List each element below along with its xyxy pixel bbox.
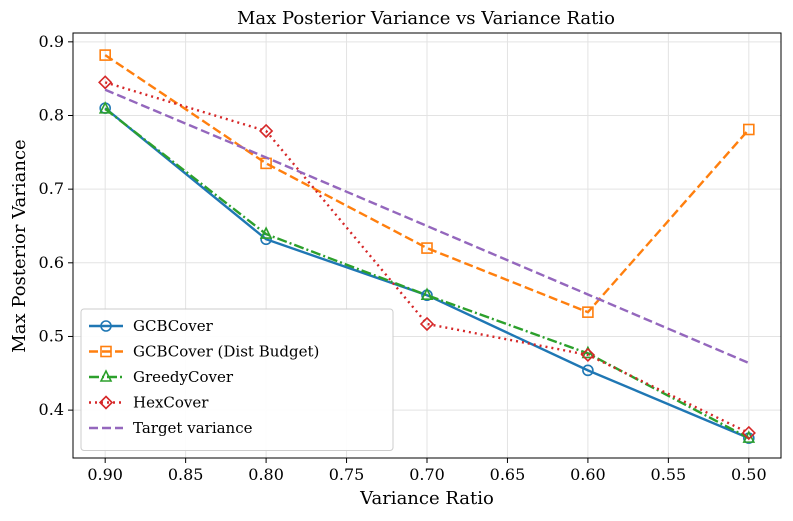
legend-label: Target variance — [133, 419, 253, 437]
legend-entry: Target variance — [89, 419, 253, 437]
legend-label: HexCover — [133, 394, 209, 412]
legend: GCBCover GCBCover (Dist Budget) GreedyCove… — [80, 308, 394, 451]
data-point-circle — [100, 320, 112, 332]
y-axis-label: Max Posterior Variance — [9, 139, 30, 352]
legend-label: GCBCover — [133, 317, 214, 335]
x-tick-label: 0.50 — [731, 465, 767, 484]
data-point-square — [743, 123, 755, 136]
data-point-square — [421, 242, 433, 254]
y-tick-label: 0.4 — [39, 400, 64, 419]
data-point-square — [582, 306, 594, 318]
x-tick-label: 0.65 — [490, 465, 526, 484]
data-point-diamond — [580, 347, 596, 363]
series-hexcover — [98, 75, 756, 441]
legend-entry: GreedyCover — [89, 368, 234, 386]
x-tick-label: 0.80 — [248, 465, 284, 484]
y-tick-label: 0.7 — [39, 179, 64, 198]
legend-entry: GCBCover (Dist Budget) — [89, 343, 319, 361]
x-tick-label: 0.75 — [329, 465, 365, 484]
x-axis-label: Variance Ratio — [359, 488, 494, 509]
x-tick-label: 0.60 — [570, 465, 606, 484]
legend-label: GreedyCover — [133, 368, 234, 386]
data-point-triangle — [259, 226, 273, 239]
y-tick-label: 0.9 — [39, 32, 64, 51]
data-point-diamond — [741, 425, 756, 441]
legend-box — [80, 308, 394, 451]
data-point-diamond — [98, 395, 114, 410]
x-tick-label: 0.55 — [651, 465, 687, 484]
series-line — [104, 54, 750, 314]
y-tick-label: 0.5 — [39, 326, 64, 345]
data-point-triangle — [99, 369, 113, 382]
x-tick-label: 0.85 — [168, 465, 204, 484]
series-layer — [98, 49, 756, 444]
x-tick-label: 0.70 — [409, 465, 445, 484]
data-point-triangle — [98, 101, 112, 114]
series-gcbcover-dist-budget — [99, 49, 755, 318]
chart-title: Max Posterior Variance vs Variance Ratio — [237, 8, 615, 29]
x-tick-label: 0.90 — [87, 465, 123, 484]
data-point-square — [100, 345, 112, 358]
y-tick-label: 0.6 — [39, 253, 64, 272]
legend-entry: GCBCover — [89, 317, 214, 335]
data-point-diamond — [419, 316, 435, 332]
data-point-diamond — [258, 123, 274, 139]
series-line — [104, 81, 750, 435]
data-point-circle — [582, 364, 594, 377]
data-point-triangle — [420, 287, 434, 301]
ticks: 0.90 0.85 0.80 0.75 0.70 0.65 0.60 0.55 0.50 0.4 0… — [39, 32, 767, 484]
series-line — [104, 107, 750, 440]
legend-label: GCBCover (Dist Budget) — [133, 343, 319, 361]
legend-entry: HexCover — [89, 394, 209, 412]
y-tick-label: 0.8 — [39, 105, 64, 124]
data-point-square — [99, 49, 111, 61]
data-point-diamond — [98, 75, 113, 90]
